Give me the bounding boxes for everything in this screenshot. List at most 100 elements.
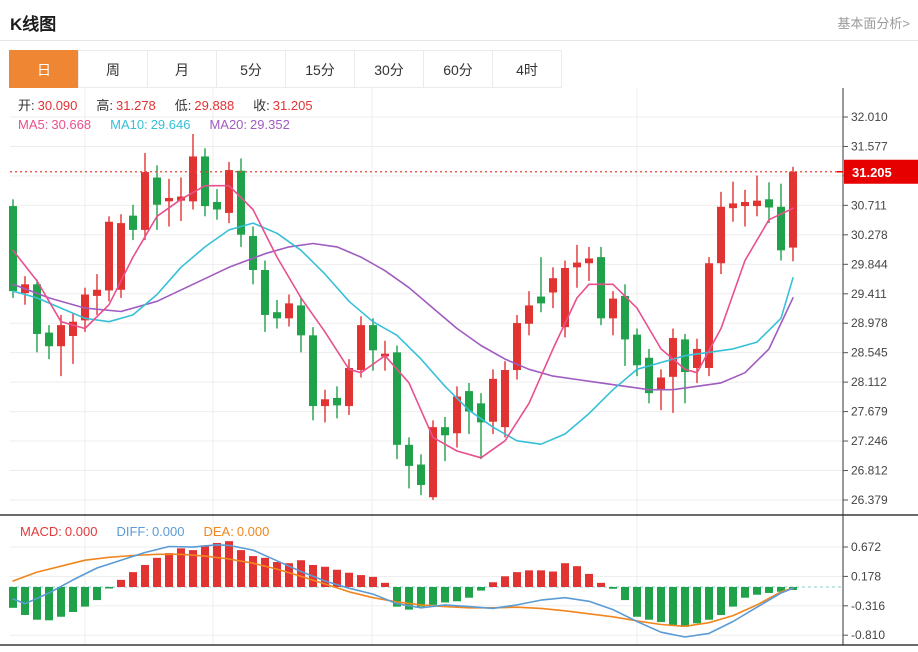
- candle-body: [621, 295, 629, 340]
- ma-legend: MA5: 30.668 MA10: 29.646 MA20: 29.352: [18, 117, 309, 132]
- macd-bar: [237, 550, 245, 587]
- axis-tick-label: 30.278: [851, 228, 888, 242]
- legend-value: 29.352: [250, 117, 290, 132]
- legend-pair: DIFF: 0.000: [116, 524, 187, 539]
- tab-period-6[interactable]: 60分: [423, 50, 493, 88]
- candle-body: [669, 338, 677, 377]
- dea-line: [12, 553, 794, 628]
- candle-body: [417, 464, 425, 485]
- candle-body: [9, 206, 17, 292]
- candle-body: [717, 206, 725, 264]
- page-title: K线图: [10, 15, 57, 34]
- candle-body: [213, 202, 221, 210]
- legend-pair: MA10: 29.646: [110, 117, 193, 132]
- macd-bar: [369, 576, 377, 587]
- current-price-tag-label: 31.205: [852, 165, 892, 180]
- legend-value: 0.000: [236, 524, 270, 539]
- candle-body: [225, 170, 233, 213]
- candle-body: [57, 325, 65, 347]
- candle-body: [489, 378, 497, 422]
- candle-body: [45, 332, 53, 347]
- candle-body: [693, 348, 701, 368]
- candle-body: [141, 172, 149, 230]
- legend-label: 开:: [18, 98, 35, 113]
- legend-value: 29.646: [150, 117, 191, 132]
- ma5-line: [12, 184, 794, 459]
- legend-pair: MA5: 30.668: [18, 117, 94, 132]
- candle-body: [345, 367, 353, 407]
- candle-body: [165, 197, 173, 202]
- tab-period-2[interactable]: 月: [147, 50, 217, 88]
- macd-bar: [681, 587, 689, 627]
- tab-period-3[interactable]: 5分: [216, 50, 286, 88]
- legend-label: MA10:: [110, 117, 148, 132]
- candle-body: [117, 223, 125, 290]
- legend-pair: MACD: 0.000: [20, 524, 100, 539]
- candle-body: [453, 396, 461, 434]
- macd-bar: [777, 587, 785, 592]
- candle-body: [777, 206, 785, 251]
- macd-bar: [405, 587, 413, 610]
- candle-body: [645, 357, 653, 394]
- legend-pair: 收: 31.205: [253, 98, 315, 113]
- tab-period-7[interactable]: 4时: [492, 50, 562, 88]
- candle-body: [33, 284, 41, 334]
- macd-bar: [297, 560, 305, 587]
- macd-bar: [357, 575, 365, 587]
- axis-tick-label: 27.679: [851, 405, 888, 419]
- tab-period-1[interactable]: 周: [78, 50, 148, 88]
- macd-bar: [753, 587, 761, 595]
- tab-period-0[interactable]: 日: [9, 50, 79, 88]
- diff-line: [12, 543, 794, 638]
- candle-body: [741, 202, 749, 207]
- candle-body: [249, 236, 257, 271]
- candle-body: [369, 325, 377, 351]
- macd-bar: [141, 564, 149, 587]
- candle-body: [573, 262, 581, 268]
- current-price-tag: [844, 159, 918, 184]
- candle-body: [153, 177, 161, 205]
- macd-bar: [465, 587, 473, 598]
- candle-body: [477, 403, 485, 423]
- macd-bar: [765, 587, 773, 593]
- tab-period-5[interactable]: 30分: [354, 50, 424, 88]
- fundamental-analysis-link[interactable]: 基本面分析>: [837, 16, 910, 31]
- legend-pair: DEA: 0.000: [203, 524, 272, 539]
- macd-bar: [285, 563, 293, 587]
- macd-bar: [513, 572, 521, 587]
- macd-bar: [537, 570, 545, 587]
- macd-bar: [477, 587, 485, 591]
- axis-tick-label: 31.577: [851, 139, 888, 153]
- macd-bar: [741, 587, 749, 598]
- ma20-line: [12, 242, 794, 391]
- legend-value: 30.090: [37, 98, 78, 113]
- candle-body: [537, 296, 545, 304]
- macd-bar: [381, 582, 389, 587]
- legend-value: 0.000: [151, 524, 185, 539]
- candle-body: [789, 171, 797, 248]
- macd-bar: [69, 587, 77, 612]
- macd-bar: [81, 587, 89, 607]
- axis-tick-label: 27.246: [851, 434, 888, 448]
- macd-bar: [345, 572, 353, 587]
- macd-bar: [33, 587, 41, 620]
- candle-body: [273, 312, 281, 319]
- macd-bar: [585, 573, 593, 587]
- axis-tick-label: -0.810: [851, 628, 885, 642]
- candle-body: [201, 156, 209, 207]
- macd-bar: [189, 550, 197, 587]
- tab-period-4[interactable]: 15分: [285, 50, 355, 88]
- macd-bar: [561, 563, 569, 587]
- macd-bar: [213, 542, 221, 587]
- legend-value: 30.668: [51, 117, 92, 132]
- macd-bar: [609, 587, 617, 589]
- legend-label: 收:: [253, 98, 270, 113]
- axis-tick-label: 26.812: [851, 464, 888, 478]
- candle-body: [393, 352, 401, 445]
- axis-tick-label: 28.978: [851, 316, 888, 330]
- macd-bar: [261, 557, 269, 587]
- macd-bar: [333, 569, 341, 587]
- macd-legend: MACD: 0.000 DIFF: 0.000 DEA: 0.000: [20, 524, 288, 539]
- candle-body: [513, 323, 521, 371]
